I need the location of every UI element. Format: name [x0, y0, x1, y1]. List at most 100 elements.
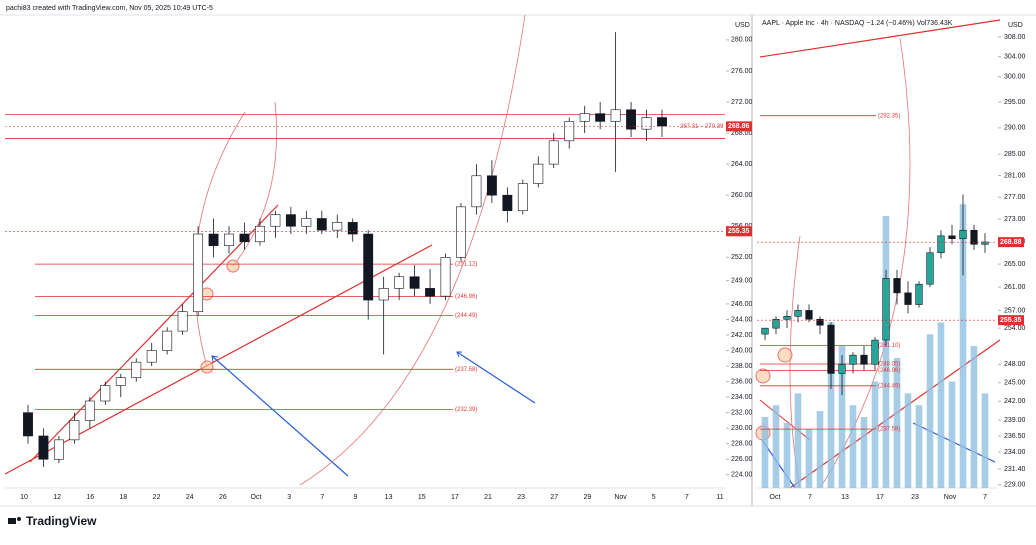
x-tick-label: 17: [451, 494, 459, 501]
candle-body: [595, 113, 606, 122]
candle-body: [805, 310, 813, 320]
volume-bar: [816, 411, 824, 488]
y-tick-label: 276.00: [731, 68, 753, 75]
level-label: (248.05): [878, 362, 900, 368]
volume-bar: [904, 393, 912, 488]
candle-body: [177, 311, 188, 332]
price-badge: [998, 237, 1024, 248]
y-tick-label: 224.00: [731, 472, 753, 479]
candle-body: [959, 229, 967, 239]
candle-body: [904, 292, 912, 305]
marker-circle: [777, 347, 793, 363]
candle-body: [115, 377, 126, 386]
y-tick-label: 246.00: [731, 301, 753, 308]
y-tick-label: 272.00: [731, 99, 753, 106]
volume-bar: [794, 393, 802, 488]
candle-body: [409, 276, 420, 289]
candle-body: [564, 121, 575, 142]
volume-bar: [805, 428, 813, 488]
level-label: (244.49): [455, 313, 477, 319]
x-tick-label: 26: [219, 494, 227, 501]
x-tick-label: 15: [418, 494, 426, 501]
x-tick-label: 5: [652, 494, 656, 501]
y-tick-label: 308.00: [1004, 34, 1026, 41]
arrow: [456, 351, 536, 404]
chart-pane: USD 280.00 276.00 272.00 268.00 264.00 260.00 2…: [5, 22, 753, 501]
level-label: (244.49): [878, 383, 900, 389]
candle-body: [816, 318, 824, 326]
range-label: 267.31 – 270.39: [680, 124, 724, 130]
candle-body: [146, 350, 157, 363]
volume-bar: [937, 322, 945, 488]
y-tick-label: 260.00: [731, 192, 753, 199]
volume-bar: [959, 204, 967, 488]
chart-pane: USD AAPL · Apple Inc · 4h · NASDAQ −1.24 …: [757, 20, 1026, 501]
caption: pachi83 created with TradingView.com, No…: [6, 5, 213, 12]
candle-body: [533, 163, 544, 184]
x-tick-label: 18: [120, 494, 128, 501]
x-tick-label: 7: [808, 494, 812, 501]
x-tick-label: 21: [484, 494, 492, 501]
y-tick-label: 242.00: [1004, 398, 1026, 405]
candle-body: [316, 218, 327, 231]
candle-body: [849, 354, 857, 365]
y-tick-label: 268.00: [731, 130, 753, 137]
candle-body: [363, 233, 374, 301]
price-badge-label: 255.35: [728, 228, 750, 235]
y-tick-label: 230.00: [731, 425, 753, 432]
candle-body: [827, 324, 835, 374]
x-tick-label: Nov: [614, 494, 627, 501]
candle-body: [378, 288, 389, 301]
x-tick-label: 7: [320, 494, 324, 501]
candle-body: [893, 278, 901, 294]
candle-body: [761, 327, 769, 335]
y-tick-label: 236.00: [731, 378, 753, 385]
x-tick-label: 9: [353, 494, 357, 501]
candle-body: [948, 235, 956, 239]
volume-bar: [783, 422, 791, 488]
y-tick-label: 300.00: [1004, 74, 1026, 81]
y-tick-label: 285.00: [1004, 151, 1026, 158]
x-tick-label: 12: [53, 494, 61, 501]
y-tick-label: 229.00: [1004, 482, 1026, 489]
x-tick-label: 22: [153, 494, 161, 501]
x-tick-label: 17: [876, 494, 884, 501]
level-label: (237.58): [878, 427, 900, 433]
candle-body: [641, 117, 652, 130]
trend-line: [759, 19, 1001, 58]
y-tick-label: 295.00: [1004, 99, 1026, 106]
y-tick-label: 254.00: [1004, 325, 1026, 332]
x-tick-label: 13: [385, 494, 393, 501]
y-tick-label: 248.00: [1004, 361, 1026, 368]
candle-body: [657, 117, 667, 127]
arc: [232, 101, 277, 267]
level-label: (237.58): [455, 367, 477, 373]
volume-bar: [871, 381, 879, 488]
footer-logo: TradingView: [8, 514, 97, 528]
candle-body: [69, 420, 80, 441]
volume-bar: [915, 405, 923, 488]
candle-body: [131, 361, 142, 379]
candle-body: [84, 400, 95, 421]
y-tick-label: 264.00: [731, 161, 753, 168]
currency: USD: [1008, 22, 1023, 29]
candle-body: [255, 225, 265, 243]
candle-body: [23, 412, 33, 437]
candle-body: [347, 222, 358, 235]
candle-body: [193, 233, 204, 312]
y-tick-label: 234.00: [731, 394, 753, 401]
y-tick-label: 280.00: [731, 37, 753, 44]
candle-body: [794, 310, 802, 317]
candle-body: [440, 257, 451, 297]
candle-body: [208, 233, 219, 246]
y-tick-label: 244.00: [731, 316, 753, 323]
volume-bar: [882, 216, 890, 488]
candle-body: [486, 175, 497, 196]
logo-mark: [8, 518, 16, 524]
currency: USD: [735, 22, 750, 29]
x-tick-label: Oct: [770, 494, 781, 501]
candle-body: [53, 439, 64, 460]
y-tick-label: 226.00: [731, 456, 753, 463]
